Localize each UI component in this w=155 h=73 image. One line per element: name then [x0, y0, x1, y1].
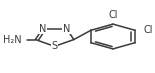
Text: Cl: Cl	[108, 10, 118, 20]
Text: S: S	[51, 41, 58, 51]
Text: N: N	[39, 24, 46, 34]
Text: N: N	[63, 24, 70, 34]
Text: H₂N: H₂N	[3, 35, 22, 45]
Text: Cl: Cl	[143, 25, 153, 35]
